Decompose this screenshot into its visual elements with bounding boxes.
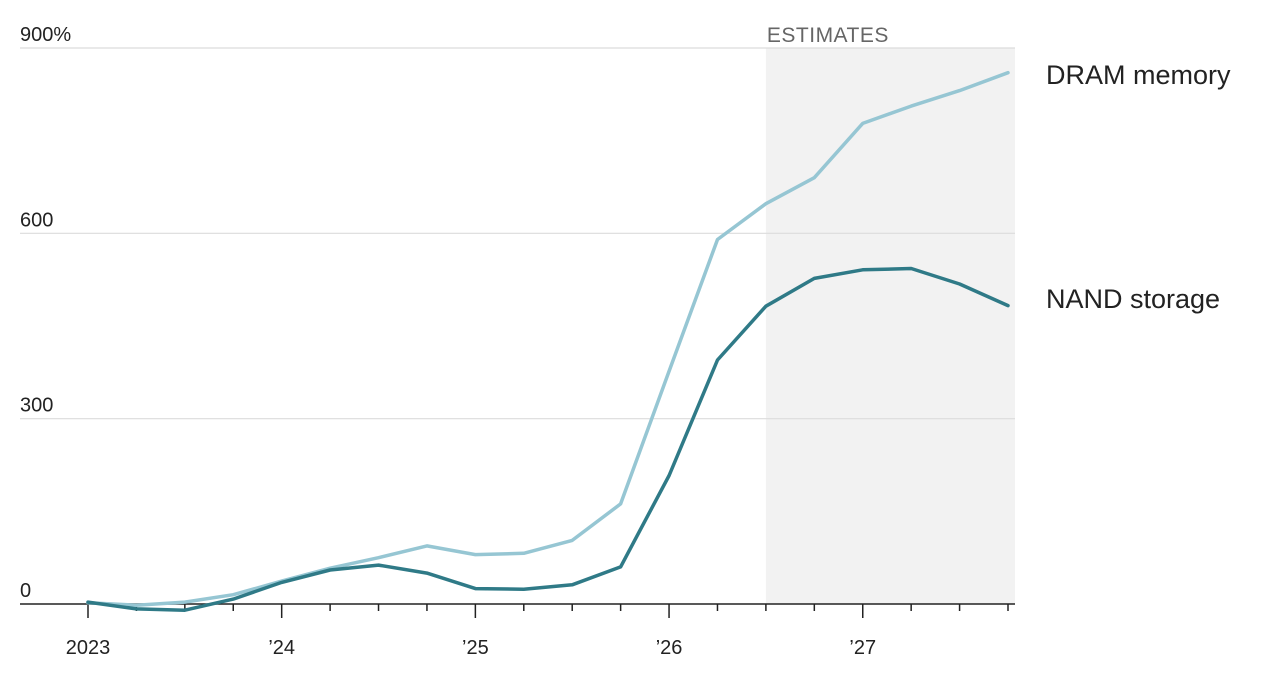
series-line-dram — [86, 70, 1010, 607]
estimates-label: ESTIMATES — [767, 24, 889, 47]
x-tick-label: ’24 — [268, 637, 295, 659]
series-label-nand: NAND storage — [1046, 284, 1220, 314]
y-tick-label: 0 — [20, 580, 31, 602]
x-axis-ticks — [87, 604, 1009, 618]
x-tick-label: ’25 — [462, 637, 489, 659]
y-tick-label: 300 — [20, 395, 53, 417]
x-tick-label: ’27 — [849, 637, 876, 659]
estimates-band — [765, 48, 1015, 604]
x-axis-labels: 2023 ’24 ’25 ’26 ’27 — [66, 637, 876, 659]
y-tick-label: 900% — [20, 24, 71, 46]
series-label-dram: DRAM memory — [1046, 60, 1231, 90]
x-tick-label: ’26 — [656, 637, 683, 659]
y-axis-labels: 0 300 600 900% — [20, 24, 71, 602]
gridlines — [20, 47, 1015, 420]
series-lines — [86, 70, 1010, 612]
y-tick-label: 600 — [20, 209, 53, 231]
series-line-nand — [86, 266, 1010, 612]
x-tick-label: 2023 — [66, 637, 111, 659]
